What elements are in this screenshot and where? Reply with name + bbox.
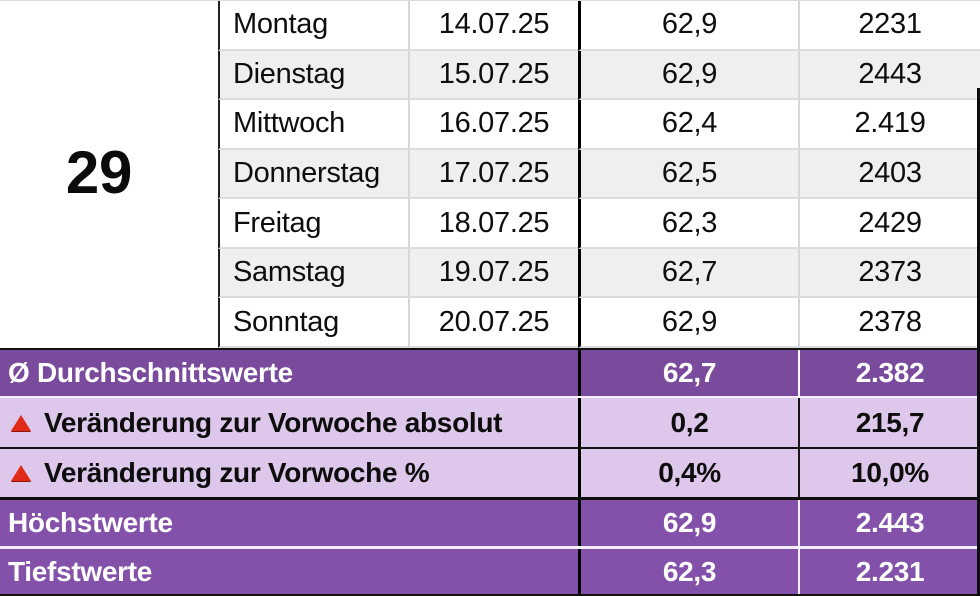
value2-cell: 2429: [798, 199, 980, 249]
triangle-up-icon: [11, 465, 31, 481]
day-cell: Sonntag: [218, 298, 408, 348]
value1-cell: 62,3: [578, 199, 798, 249]
day-cell: Montag: [218, 1, 408, 51]
summary-label-text: Veränderung zur Vorwoche %: [44, 457, 430, 488]
value1-cell: 0,2: [578, 398, 798, 447]
value1-cell: 62,7: [578, 350, 798, 396]
value2-cell: 10,0%: [798, 449, 980, 497]
value2-cell: 2403: [798, 149, 980, 200]
summary-label: Tiefstwerte: [8, 555, 153, 587]
value2-cell: 2231: [798, 1, 980, 51]
summary-row-max: Höchstwerte 62,9 2.443: [0, 497, 980, 546]
date-cell: 15.07.25: [408, 50, 578, 101]
value2-cell: 2.419: [798, 100, 980, 150]
week-day-rows: 29 Montag 14.07.25 62,9 2231 Dienstag 15…: [0, 0, 980, 348]
table-right-border: [977, 88, 980, 596]
value1-cell: 0,4%: [578, 449, 798, 497]
summary-label: Ø Durchschnittswerte: [8, 357, 293, 388]
day-cell: Dienstag: [218, 50, 408, 101]
date-cell: 16.07.25: [408, 100, 578, 150]
summary-label-text: Veränderung zur Vorwoche absolut: [44, 406, 503, 438]
value2-cell: 2373: [798, 248, 980, 299]
date-cell: 20.07.25: [408, 298, 578, 348]
value2-cell: 2378: [798, 298, 980, 348]
value2-cell: 2.231: [798, 549, 980, 594]
week-number: 29: [65, 139, 133, 206]
summary-row-min: Tiefstwerte 62,3 2.231: [0, 546, 980, 596]
value1-cell: 62,9: [578, 500, 798, 546]
week-number-cell: 29: [0, 1, 218, 348]
value1-cell: 62,9: [578, 1, 798, 51]
summary-row-change-absolute: Veränderung zur Vorwoche absolut 0,2 215…: [0, 396, 980, 447]
summary-label: Veränderung zur Vorwoche %: [0, 449, 578, 497]
day-cell: Mittwoch: [218, 100, 408, 150]
value1-cell: 62,3: [578, 549, 798, 594]
day-cell: Donnerstag: [218, 149, 408, 200]
triangle-up-icon: [11, 414, 31, 431]
value2-cell: 2443: [798, 50, 980, 101]
value1-cell: 62,9: [578, 298, 798, 348]
value2-cell: 2.443: [798, 500, 980, 546]
date-cell: 18.07.25: [408, 199, 578, 249]
value1-cell: 62,7: [578, 248, 798, 299]
value1-cell: 62,9: [578, 50, 798, 101]
summary-row-average: Ø Durchschnittswerte 62,7 2.382: [0, 348, 980, 396]
summary-label: Höchstwerte: [8, 507, 173, 538]
value2-cell: 215,7: [798, 398, 980, 447]
value2-cell: 2.382: [798, 350, 980, 396]
date-cell: 14.07.25: [408, 1, 578, 51]
summary-label: Veränderung zur Vorwoche absolut: [0, 398, 578, 447]
date-cell: 19.07.25: [408, 248, 578, 299]
date-cell: 17.07.25: [408, 149, 578, 200]
value1-cell: 62,5: [578, 149, 798, 200]
day-cell: Freitag: [218, 199, 408, 249]
value1-cell: 62,4: [578, 100, 798, 150]
summary-row-change-percent: Veränderung zur Vorwoche % 0,4% 10,0%: [0, 447, 980, 497]
day-cell: Samstag: [218, 248, 408, 299]
